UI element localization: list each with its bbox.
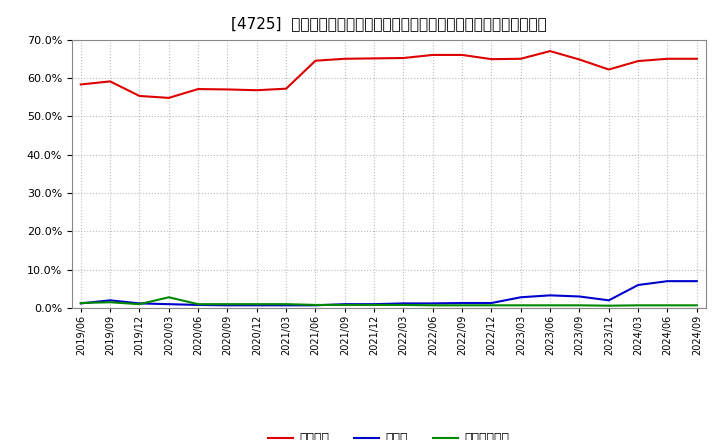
のれん bbox=[282, 303, 290, 308]
のれん bbox=[341, 301, 349, 307]
自己資本 bbox=[76, 82, 85, 87]
のれん bbox=[458, 301, 467, 306]
繰延税金資産 bbox=[223, 301, 232, 307]
自己資本 bbox=[106, 79, 114, 84]
自己資本 bbox=[605, 67, 613, 72]
繰延税金資産 bbox=[135, 301, 144, 307]
のれん bbox=[76, 301, 85, 306]
のれん bbox=[516, 295, 525, 300]
のれん bbox=[311, 303, 320, 308]
自己資本 bbox=[634, 59, 642, 64]
のれん bbox=[605, 298, 613, 303]
自己資本 bbox=[253, 88, 261, 93]
繰延税金資産 bbox=[428, 303, 437, 308]
繰延税金資産 bbox=[399, 302, 408, 308]
繰延税金資産 bbox=[575, 303, 584, 308]
のれん bbox=[634, 282, 642, 288]
繰延税金資産 bbox=[282, 301, 290, 307]
自己資本 bbox=[370, 56, 379, 61]
自己資本 bbox=[282, 86, 290, 92]
Line: 繰延税金資産: 繰延税金資産 bbox=[81, 297, 697, 306]
のれん bbox=[399, 301, 408, 306]
Title: [4725]  自己資本、のれん、繰延税金資産の総資産に対する比率の推移: [4725] 自己資本、のれん、繰延税金資産の総資産に対する比率の推移 bbox=[231, 16, 546, 32]
繰延税金資産 bbox=[546, 303, 554, 308]
繰延税金資産 bbox=[663, 303, 672, 308]
繰延税金資産 bbox=[164, 295, 173, 300]
繰延税金資産 bbox=[458, 303, 467, 308]
自己資本 bbox=[164, 95, 173, 100]
のれん bbox=[693, 279, 701, 284]
繰延税金資産 bbox=[311, 302, 320, 308]
繰延税金資産 bbox=[194, 301, 202, 307]
自己資本 bbox=[194, 86, 202, 92]
自己資本 bbox=[516, 56, 525, 62]
のれん bbox=[194, 302, 202, 308]
自己資本 bbox=[546, 48, 554, 54]
Line: 自己資本: 自己資本 bbox=[81, 51, 697, 98]
のれん bbox=[546, 293, 554, 298]
自己資本 bbox=[311, 58, 320, 63]
のれん bbox=[164, 301, 173, 307]
繰延税金資産 bbox=[106, 300, 114, 305]
繰延税金資産 bbox=[605, 303, 613, 308]
繰延税金資産 bbox=[516, 303, 525, 308]
のれん bbox=[253, 303, 261, 308]
Line: のれん: のれん bbox=[81, 281, 697, 305]
Legend: 自己資本, のれん, 繰延税金資産: 自己資本, のれん, 繰延税金資産 bbox=[264, 427, 514, 440]
自己資本 bbox=[458, 52, 467, 58]
繰延税金資産 bbox=[487, 303, 496, 308]
繰延税金資産 bbox=[370, 302, 379, 308]
自己資本 bbox=[135, 93, 144, 99]
自己資本 bbox=[428, 52, 437, 58]
のれん bbox=[428, 301, 437, 306]
繰延税金資産 bbox=[341, 302, 349, 308]
自己資本 bbox=[487, 56, 496, 62]
繰延税金資産 bbox=[76, 301, 85, 306]
のれん bbox=[223, 303, 232, 308]
のれん bbox=[487, 301, 496, 306]
自己資本 bbox=[575, 57, 584, 62]
のれん bbox=[370, 301, 379, 307]
のれん bbox=[106, 298, 114, 303]
のれん bbox=[575, 294, 584, 299]
自己資本 bbox=[693, 56, 701, 62]
のれん bbox=[663, 279, 672, 284]
自己資本 bbox=[663, 56, 672, 62]
自己資本 bbox=[223, 87, 232, 92]
繰延税金資産 bbox=[634, 303, 642, 308]
自己資本 bbox=[341, 56, 349, 62]
自己資本 bbox=[399, 55, 408, 61]
のれん bbox=[135, 301, 144, 306]
繰延税金資産 bbox=[693, 303, 701, 308]
繰延税金資産 bbox=[253, 301, 261, 307]
